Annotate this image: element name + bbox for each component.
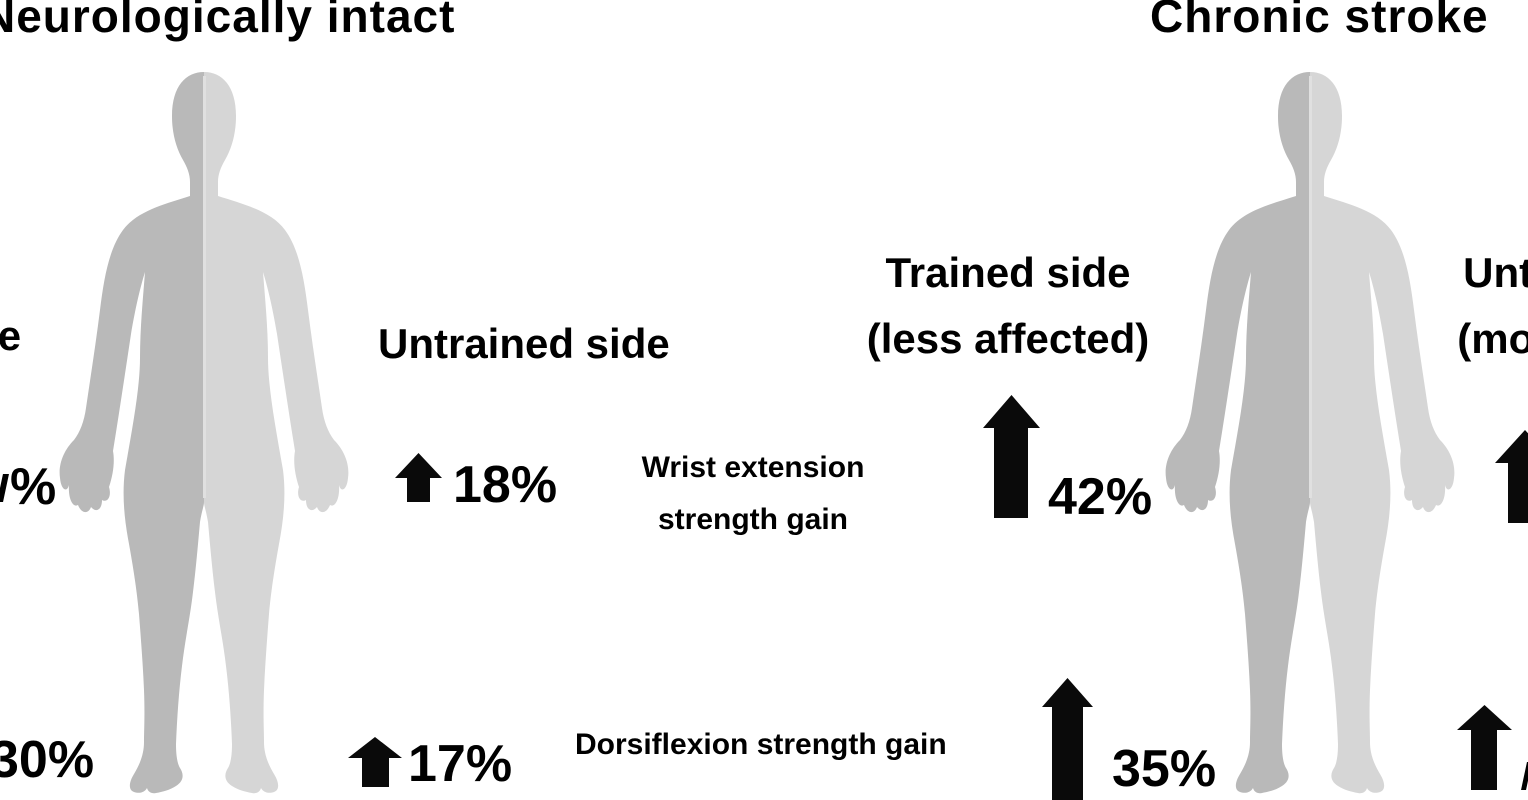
increase-arrow-icon-untrained-dorsiflexion-intact (348, 737, 402, 787)
panel-title-stroke: Chronic stroke (1150, 0, 1489, 42)
pct-untrained-dorsiflexion-intact: 17% (408, 735, 513, 793)
increase-arrow-icon-untrained-dorsiflexion-stroke (1457, 705, 1512, 790)
cut-digit-sliver-left (0, 474, 9, 502)
label-untrained-side-stroke-cutoff: Untrained side (more affected) (1444, 240, 1528, 372)
increase-arrow-icon-trained-wrist-stroke (983, 395, 1040, 518)
measure-wrist-line2: strength gain (657, 503, 848, 536)
pct-trained-dorsiflexion-intact: 30% (0, 731, 95, 789)
label-untrained-side-intact: Untrained side (378, 320, 670, 367)
pct-untrained-wrist-intact: 18% (453, 456, 558, 514)
pct-trained-wrist-stroke: 42% (1048, 468, 1153, 526)
measure-wrist-extension: Wrist extension strength gain (603, 442, 903, 546)
label-untrained-side-stroke-line2: (more affected) (1457, 315, 1528, 362)
body-silhouette-intact (59, 72, 349, 794)
label-untrained-side-stroke-line1: Untrained side (1463, 249, 1528, 296)
label-trained-side-stroke: Trained side (less affected) (830, 240, 1186, 372)
measure-wrist-line1: Wrist extension (641, 451, 865, 484)
increase-arrow-icon-untrained-wrist-stroke-cutoff (1495, 430, 1528, 523)
pct-trained-wrist-intact-cutoff: % (10, 458, 57, 516)
pct-trained-dorsiflexion-stroke: 35% (1112, 740, 1217, 798)
label-trained-side-stroke-line1: Trained side (885, 249, 1131, 296)
cut-digit-sliver-right (1521, 762, 1528, 790)
panel-title-intact: Neurologically intact (0, 0, 456, 42)
body-silhouette-stroke (1165, 72, 1455, 794)
increase-arrow-icon-trained-dorsiflexion-stroke (1042, 678, 1093, 800)
label-trained-side-intact-cutoff: Trained side (0, 312, 22, 359)
label-trained-side-stroke-line2: (less affected) (866, 315, 1150, 362)
measure-dorsiflexion: Dorsiflexion strength gain (575, 728, 947, 761)
increase-arrow-icon-untrained-wrist-intact (395, 453, 442, 502)
